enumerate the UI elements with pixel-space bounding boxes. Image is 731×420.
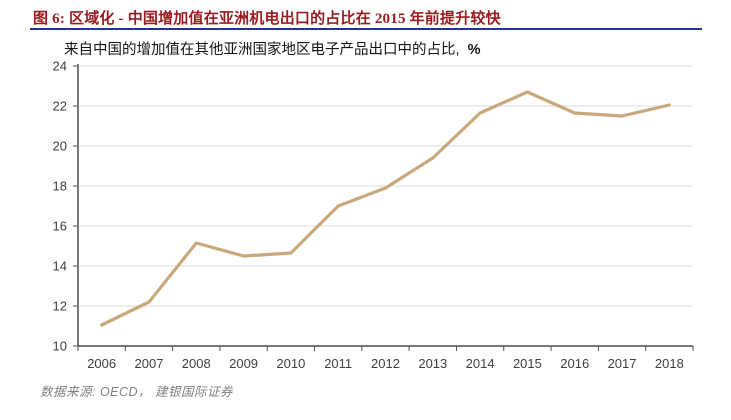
y-axis-label: 20 bbox=[53, 139, 67, 154]
x-axis-label: 2015 bbox=[513, 356, 542, 371]
x-axis-label: 2008 bbox=[182, 356, 211, 371]
chart-subtitle: 来自中国的增加值在其他亚洲国家地区电子产品出口中的占比, % bbox=[64, 38, 480, 59]
figure-title: 图 6: 区域化 - 中国增加值在亚洲机电出口的占比在 2015 年前提升较快 bbox=[33, 11, 501, 27]
y-axis-label: 16 bbox=[53, 219, 67, 234]
y-axis-label: 14 bbox=[53, 259, 67, 274]
y-axis-label: 24 bbox=[53, 59, 67, 74]
x-axis-label: 2009 bbox=[229, 356, 258, 371]
x-axis-label: 2006 bbox=[87, 356, 116, 371]
data-series-line bbox=[100, 90, 671, 327]
y-axis-label: 12 bbox=[53, 299, 67, 314]
x-axis-label: 2017 bbox=[608, 356, 637, 371]
x-axis-label: 2014 bbox=[466, 356, 495, 371]
y-axis-label: 10 bbox=[53, 339, 67, 354]
x-axis-label: 2010 bbox=[276, 356, 305, 371]
x-axis-label: 2012 bbox=[371, 356, 400, 371]
x-axis-label: 2018 bbox=[655, 356, 684, 371]
y-axis-label: 22 bbox=[53, 99, 67, 114]
x-axis-label: 2011 bbox=[324, 356, 352, 371]
x-axis-label: 2007 bbox=[135, 356, 164, 371]
x-axis-label: 2013 bbox=[418, 356, 447, 371]
title-divider bbox=[30, 28, 702, 30]
chart-subtitle-text: 来自中国的增加值在其他亚洲国家地区电子产品出口中的占比, bbox=[64, 42, 460, 58]
y-axis-label: 18 bbox=[53, 179, 67, 194]
x-axis-label: 2016 bbox=[560, 356, 589, 371]
data-source: 数据来源: OECD， 建银国际证券 bbox=[40, 385, 234, 399]
chart-subtitle-unit: % bbox=[467, 42, 481, 58]
